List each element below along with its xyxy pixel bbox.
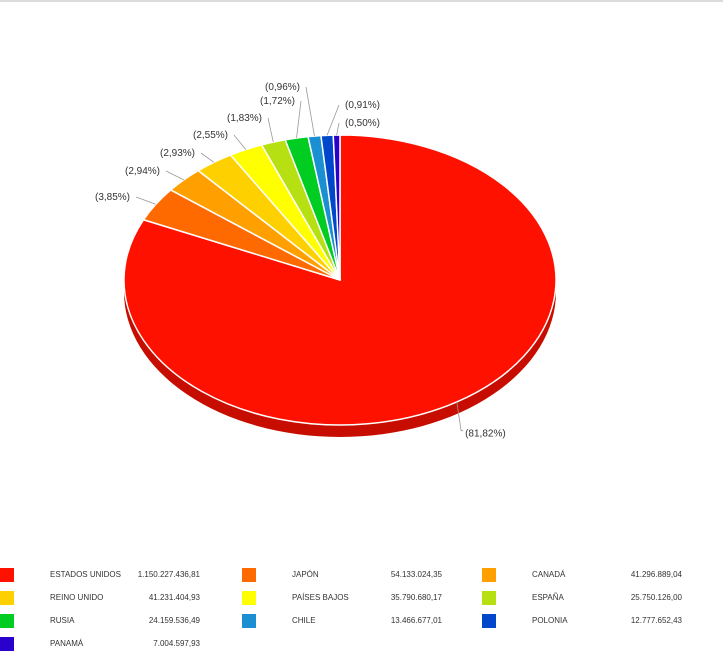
legend-item[interactable]: CANADÁ 41.296.889,04: [482, 568, 712, 584]
leader-line: [267, 117, 274, 143]
pie-chart: (81,82%) (3,85%) (2,94%)(2,93%) (2,55%) (1,8…: [95, 82, 557, 440]
percent-label: (2,55%): [193, 130, 228, 141]
legend-label: JAPÓN: [292, 570, 319, 579]
legend-label: CANADÁ: [532, 570, 566, 579]
leader-line: [336, 122, 340, 136]
percent-label: (0,96%): [265, 82, 300, 93]
legend-item[interactable]: ESPAÑA 25.750.126,00: [482, 591, 712, 607]
legend-label: RUSIA: [50, 616, 75, 625]
leader-line: [233, 134, 247, 150]
legend-label: REINO UNIDO: [50, 593, 104, 602]
leader-line: [326, 104, 340, 136]
legend-value: 7.004.597,93: [153, 639, 200, 648]
leader-line: [135, 196, 156, 205]
legend-item[interactable]: RUSIA 24.159.536,49: [0, 614, 230, 630]
percent-label: (1,83%): [227, 113, 262, 124]
legend-swatch: [242, 568, 256, 582]
legend-value: 13.466.677,01: [390, 616, 442, 625]
percent-label: (81,82%): [465, 429, 506, 440]
legend-value: 41.231.404,93: [148, 593, 200, 602]
legend-label: ESPAÑA: [532, 593, 564, 602]
legend-swatch: [482, 591, 496, 605]
legend-swatch: [0, 591, 14, 605]
leader-line: [200, 152, 215, 163]
legend-value: 1.150.227.436,81: [137, 570, 200, 579]
percent-label: (2,93%): [160, 148, 195, 159]
percent-label: (0,91%): [345, 100, 380, 111]
legend-item[interactable]: CHILE 13.466.677,01: [242, 614, 472, 630]
pie-slices: [123, 134, 557, 426]
legend-item[interactable]: PANAMÁ 7.004.597,93: [0, 637, 230, 653]
pie-labels: (81,82%) (3,85%) (2,94%)(2,93%) (2,55%) (1,8…: [95, 82, 506, 440]
legend-swatch: [0, 614, 14, 628]
legend-swatch: [242, 591, 256, 605]
percent-label: (2,94%): [125, 166, 160, 177]
legend-label: POLONIA: [532, 616, 568, 625]
legend-value: 12.777.652,43: [630, 616, 682, 625]
legend-item[interactable]: ESTADOS UNIDOS 1.150.227.436,81: [0, 568, 230, 584]
legend-label: PAÍSES BAJOS: [292, 593, 349, 602]
legend-value: 24.159.536,49: [148, 616, 200, 625]
legend-item[interactable]: POLONIA 12.777.652,43: [482, 614, 712, 630]
percent-label: (1,72%): [260, 96, 295, 107]
percent-label: (0,50%): [345, 118, 380, 129]
leader-line: [296, 100, 302, 139]
leader-line: [305, 86, 315, 137]
legend-value: 54.133.024,35: [390, 570, 442, 579]
legend-swatch: [242, 614, 256, 628]
legend-value: 35.790.680,17: [390, 593, 442, 602]
legend-label: PANAMÁ: [50, 639, 84, 648]
legend-swatch: [0, 637, 14, 651]
leader-line: [456, 401, 464, 432]
legend-item[interactable]: JAPÓN 54.133.024,35: [242, 568, 472, 584]
legend-value: 25.750.126,00: [630, 593, 682, 602]
legend-label: ESTADOS UNIDOS: [50, 570, 121, 579]
legend: ESTADOS UNIDOS 1.150.227.436,81 JAPÓN 54.13…: [0, 568, 723, 667]
percent-label: (3,85%): [95, 192, 130, 203]
legend-swatch: [482, 614, 496, 628]
legend-item[interactable]: REINO UNIDO 41.231.404,93: [0, 591, 230, 607]
legend-label: CHILE: [292, 616, 316, 625]
legend-item[interactable]: PAÍSES BAJOS 35.790.680,17: [242, 591, 472, 607]
legend-value: 41.296.889,04: [630, 570, 682, 579]
legend-swatch: [0, 568, 14, 582]
legend-swatch: [482, 568, 496, 582]
leader-line: [165, 170, 185, 181]
top-border: [0, 0, 723, 2]
